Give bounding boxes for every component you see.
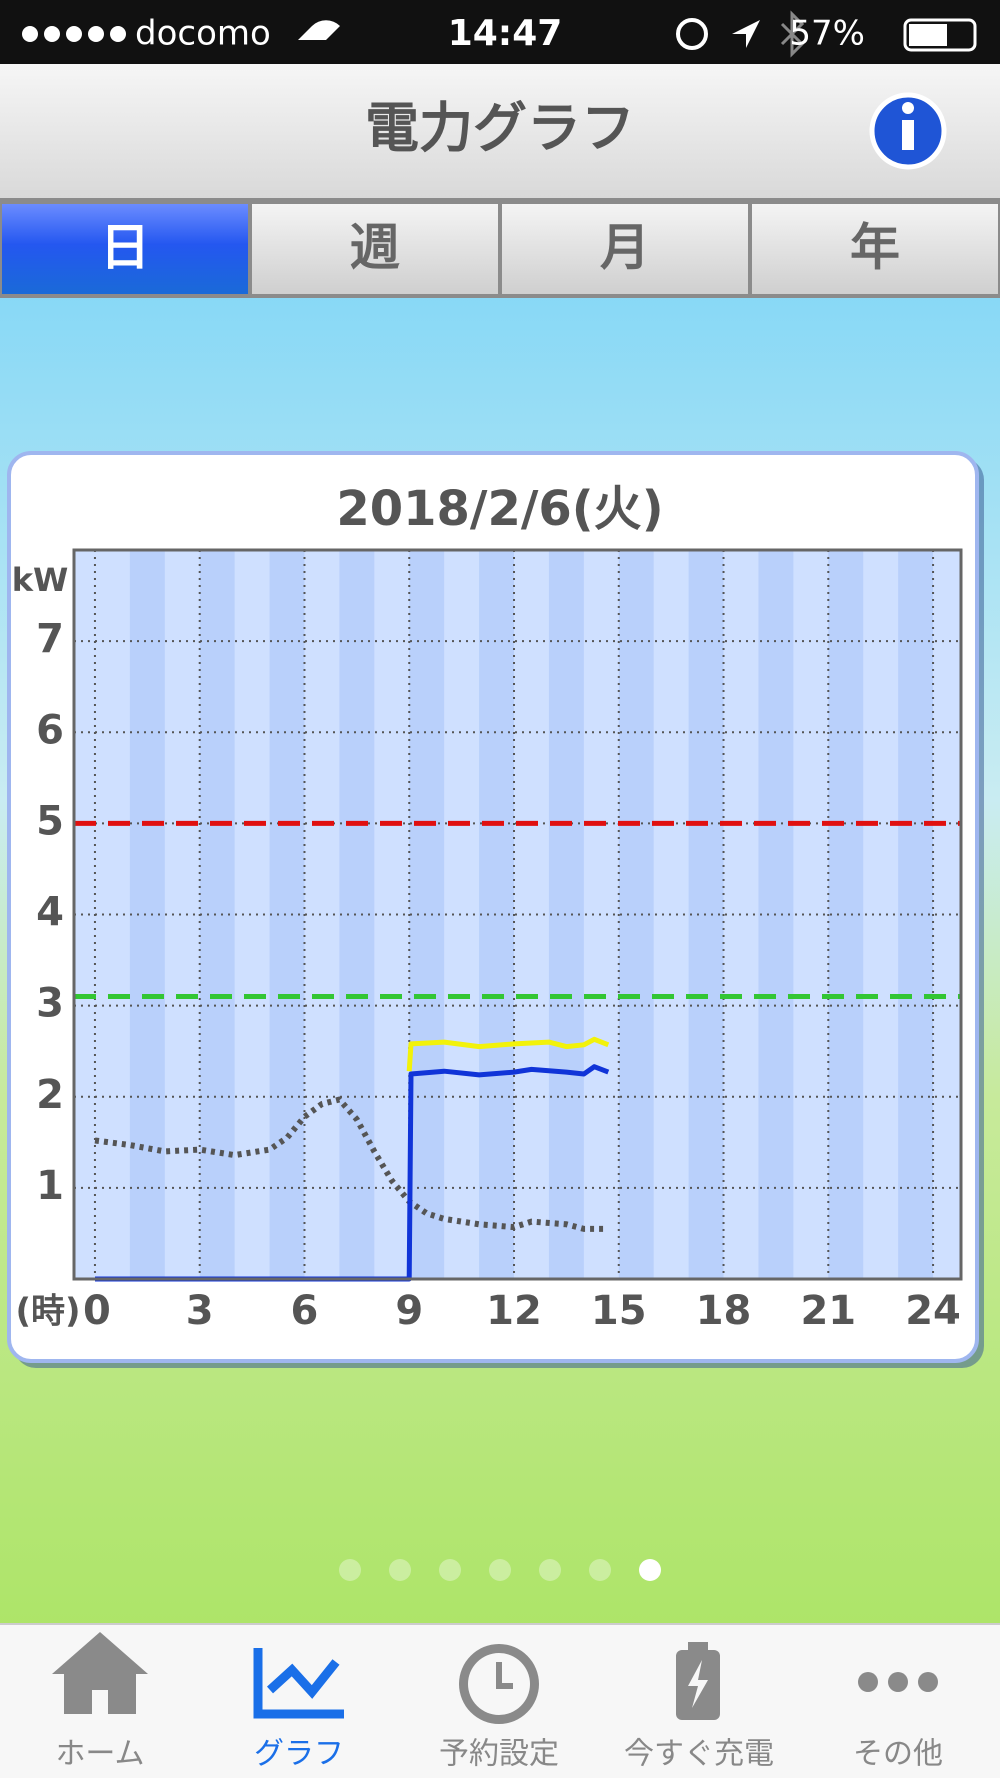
location-icon bbox=[732, 20, 760, 48]
chart-title: 2018/2/6(火) bbox=[336, 481, 663, 537]
x-tick-label: 15 bbox=[591, 1288, 647, 1334]
tab[interactable] bbox=[752, 204, 998, 294]
carrier: docomo bbox=[135, 14, 271, 54]
tab[interactable] bbox=[502, 204, 748, 294]
reservation-icon[interactable] bbox=[459, 1644, 539, 1724]
tab-label[interactable]: 週 bbox=[350, 219, 400, 277]
nav-labels: ホーム グラフ 予約設定 今すぐ充電 その他 bbox=[55, 1737, 943, 1772]
wifi-icon bbox=[298, 20, 340, 40]
y-tick-label: 5 bbox=[36, 798, 64, 844]
x-tick-label: 9 bbox=[395, 1288, 423, 1334]
y-axis-label: kW bbox=[12, 561, 69, 599]
graph-icon[interactable] bbox=[253, 1648, 344, 1719]
plot-frame bbox=[72, 548, 963, 1281]
battery-percent: 57% bbox=[789, 14, 865, 54]
x-tick-label: 0 bbox=[83, 1288, 111, 1334]
x-axis-label: (時) bbox=[15, 1292, 80, 1332]
x-tick-label: 6 bbox=[291, 1288, 319, 1334]
y-tick-label: 4 bbox=[36, 890, 64, 936]
tabs: 日週月年 bbox=[2, 204, 998, 294]
header-title: 電力グラフ bbox=[365, 97, 635, 160]
tab-label[interactable]: 年 bbox=[850, 219, 900, 277]
y-tick-label: 7 bbox=[36, 616, 64, 662]
tab-label[interactable]: 月 bbox=[600, 219, 650, 277]
tab-label[interactable]: 日 bbox=[100, 219, 150, 277]
x-tick-label: 12 bbox=[486, 1288, 542, 1334]
y-tick-label: 6 bbox=[36, 707, 64, 753]
tab[interactable] bbox=[2, 204, 248, 294]
series-line bbox=[94, 1096, 605, 1232]
x-tick-label: 3 bbox=[186, 1288, 214, 1334]
signal-dots bbox=[22, 26, 126, 42]
nav-label[interactable]: その他 bbox=[853, 1737, 943, 1772]
battery-icon bbox=[903, 18, 977, 52]
lock-icon bbox=[676, 18, 708, 50]
series-line bbox=[95, 1064, 610, 1282]
x-tick-label: 24 bbox=[905, 1288, 961, 1334]
clock: 14:47 bbox=[448, 13, 563, 54]
home-icon[interactable] bbox=[52, 1632, 148, 1714]
x-tick-label: 21 bbox=[800, 1288, 856, 1334]
charge-icon[interactable] bbox=[676, 1642, 720, 1720]
info-button[interactable] bbox=[869, 92, 947, 170]
page-indicator bbox=[339, 1559, 661, 1581]
nav-label[interactable]: 今すぐ充電 bbox=[624, 1737, 774, 1772]
y-tick-label: 1 bbox=[36, 1163, 64, 1209]
battery-level bbox=[909, 24, 947, 46]
header bbox=[0, 64, 1000, 198]
y-tick-label: 3 bbox=[36, 981, 64, 1027]
nav-label[interactable]: ホーム bbox=[55, 1737, 144, 1772]
stripe bbox=[688, 550, 724, 1279]
y-tick-label: 2 bbox=[36, 1072, 64, 1118]
bluetooth-icon bbox=[780, 10, 805, 58]
nav-label[interactable]: 予約設定 bbox=[439, 1737, 559, 1772]
tab[interactable] bbox=[252, 204, 498, 294]
stripe bbox=[618, 550, 654, 1279]
more-icon[interactable] bbox=[858, 1672, 938, 1692]
x-tick-label: 18 bbox=[696, 1288, 752, 1334]
nav-label[interactable]: グラフ bbox=[254, 1737, 344, 1772]
series-line bbox=[406, 1036, 610, 1072]
status-bar bbox=[0, 0, 1000, 64]
